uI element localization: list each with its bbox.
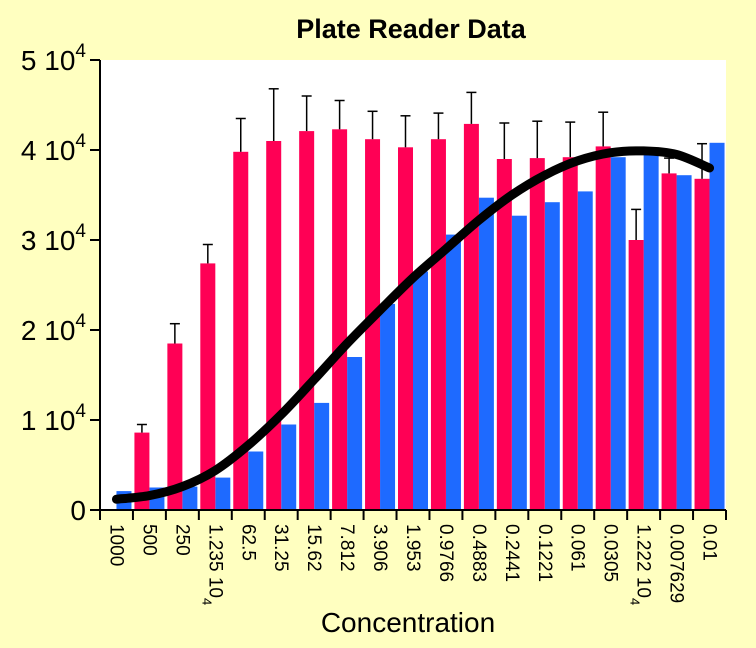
x-axis-label: Concentration [321, 607, 495, 638]
bar-series-1 [233, 151, 249, 511]
x-tick-label: 0.01 [699, 524, 720, 561]
x-tick-label: 0.007629 [666, 524, 687, 603]
error-bar-group [136, 88, 708, 433]
bar-series-1 [167, 343, 183, 510]
bar-series-2 [610, 157, 626, 510]
y-tick-label: 3 104 [21, 221, 87, 256]
fit-curve-line [111, 146, 715, 504]
x-tick-label: 1.222 104 [628, 524, 654, 605]
bar-series-1 [496, 159, 512, 510]
bar-series-1 [694, 178, 710, 511]
x-tick-label: 31.25 [271, 524, 292, 572]
bar-series-1 [398, 147, 413, 511]
bar-series-2 [314, 402, 330, 510]
x-tick-label: 1000 [106, 524, 127, 566]
bar-series-1 [430, 139, 446, 510]
bar-series-2 [347, 357, 363, 510]
x-tick-label: 0.2441 [501, 524, 522, 582]
bar-series-1 [628, 240, 644, 510]
bar-series-2 [709, 142, 725, 511]
x-tick-label: 0.4883 [468, 524, 489, 582]
bar-series-2 [478, 197, 494, 510]
y-tick-label: 1 104 [21, 401, 87, 436]
bar-series-1 [595, 146, 611, 510]
bar-series-1 [463, 123, 479, 511]
bar-series-2 [182, 486, 198, 510]
bar-series-2 [215, 477, 231, 510]
bar-series-1 [332, 129, 348, 511]
x-tick-label: 15.62 [304, 524, 325, 572]
y-tick-label: 0 [70, 495, 86, 526]
fit-curve-group [111, 146, 715, 504]
y-tick-label: 4 104 [21, 131, 87, 166]
bar-series-2 [643, 153, 659, 510]
bar-series-2 [676, 175, 692, 510]
y-tick-label: 2 104 [21, 311, 87, 346]
bar-series-2 [380, 303, 396, 510]
bar-series-1 [562, 157, 578, 510]
bar-series-1 [365, 139, 381, 510]
bar-series-2 [511, 215, 527, 510]
y-tick-label: 5 104 [21, 41, 87, 76]
bar-series-2 [445, 234, 461, 510]
y-axis: 0 1 104 2 104 3 104 4 104 5 104 [21, 41, 101, 526]
x-tick-label: 3.906 [370, 524, 391, 572]
bar-series-2 [577, 191, 593, 510]
x-tick-label: 0.9766 [435, 524, 456, 582]
bar-series-1 [266, 141, 282, 510]
bar-series-1 [134, 432, 150, 510]
bar-group [116, 123, 725, 511]
bar-series-2 [281, 424, 297, 510]
x-tick-label: 0.0305 [600, 524, 621, 582]
x-tick-label: 0.1221 [534, 524, 555, 582]
bar-series-2 [248, 451, 264, 510]
bar-series-2 [544, 202, 560, 510]
x-tick-label: 500 [139, 524, 160, 556]
bar-series-1 [661, 173, 677, 510]
x-tick-label: 1.953 [403, 524, 424, 572]
chart-title: Plate Reader Data [296, 14, 527, 44]
x-axis: 1000 500 250 1.235 104 62.5 31.25 15.62 7.812 3.… [99, 509, 727, 605]
bar-series-1 [299, 131, 315, 510]
x-tick-label: 1.235 104 [200, 524, 226, 605]
x-tick-label: 250 [172, 524, 193, 556]
bar-series-1 [200, 263, 216, 510]
bar-series-1 [529, 158, 545, 510]
x-tick-label: 0.061 [567, 524, 588, 572]
x-tick-label: 62.5 [238, 524, 259, 561]
x-tick-label: 7.812 [337, 524, 358, 572]
bar-series-2 [413, 271, 428, 510]
